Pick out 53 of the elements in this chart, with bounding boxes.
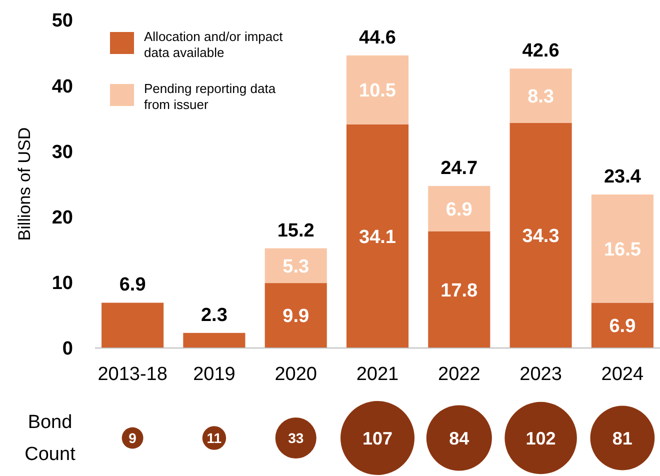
text: Bond Count (24, 412, 76, 465)
data-label: 6.9 (446, 199, 472, 220)
bar (510, 68, 572, 123)
data-label: 17.8 (440, 280, 478, 302)
bar (428, 186, 490, 232)
data-label: 6.9 (609, 316, 636, 338)
x-tick-label: 2021 (356, 364, 399, 385)
y-tick-label: 30 (52, 142, 73, 163)
text: 84 (449, 428, 470, 448)
y-tick-label: 10 (52, 273, 73, 294)
data-label: 34.3 (522, 226, 560, 248)
x-tick-label: 2023 (520, 364, 562, 385)
total-label: 15.2 (277, 220, 314, 242)
total-label: 23.4 (604, 166, 642, 188)
legend-label: Pending reporting data from issuer (144, 81, 276, 112)
bar (264, 283, 327, 348)
total-label: 24.7 (440, 158, 478, 179)
data-label: 9.9 (282, 306, 310, 328)
total-label: 42.6 (522, 40, 560, 62)
total-label: 44.6 (359, 27, 396, 48)
total-label: 6.9 (119, 274, 146, 296)
text: 11 (206, 430, 222, 446)
y-tick-label: 0 (62, 338, 73, 360)
total-label: 2.3 (200, 304, 228, 326)
bar (591, 194, 654, 303)
bar (510, 122, 572, 348)
x-tick-label: 2019 (193, 364, 236, 385)
bar (183, 332, 246, 348)
text: 102 (526, 428, 556, 448)
y-tick-label: 40 (52, 76, 73, 98)
text: 33 (288, 430, 304, 446)
bar (591, 302, 654, 348)
bar (428, 231, 490, 348)
y-axis-title: Billions of USD (15, 127, 34, 241)
bar (346, 55, 409, 124)
data-label: 34.1 (359, 226, 396, 248)
data-label: 16.5 (604, 239, 642, 260)
x-tick-label: 2013-18 (98, 364, 168, 385)
data-label: 10.5 (359, 80, 396, 102)
bar (346, 124, 409, 348)
data-label: 8.3 (528, 86, 554, 108)
y-tick-label: 20 (52, 207, 73, 228)
data-label: 5.3 (282, 256, 310, 278)
text: 9 (128, 430, 137, 446)
text: 107 (362, 428, 393, 448)
bar (264, 248, 327, 284)
bar (102, 302, 164, 348)
text: 81 (612, 428, 632, 448)
x-tick-label: 2020 (274, 364, 317, 385)
x-tick-label: 2022 (438, 364, 480, 385)
legend-label: Allocation and/or impact data available (144, 29, 284, 60)
x-tick-label: 2024 (601, 364, 644, 385)
y-tick-label: 50 (52, 10, 73, 32)
